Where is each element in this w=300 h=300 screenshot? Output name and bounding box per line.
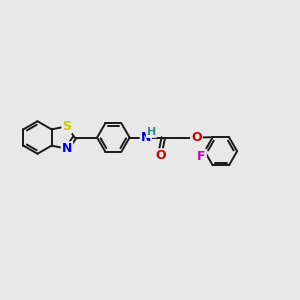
Text: O: O: [191, 131, 202, 144]
Text: N: N: [141, 131, 151, 144]
Text: S: S: [62, 120, 71, 133]
Text: F: F: [197, 150, 206, 163]
Text: H: H: [147, 127, 156, 137]
Text: N: N: [62, 142, 72, 155]
Text: O: O: [155, 149, 166, 162]
